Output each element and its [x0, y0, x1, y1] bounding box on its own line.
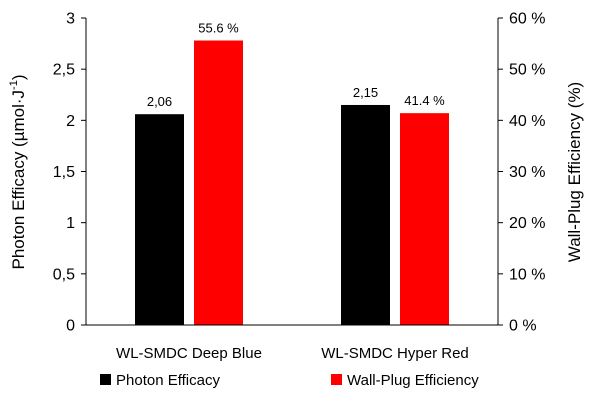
wall-plug-efficiency-bar: [400, 113, 449, 325]
right-tick-label: 0 %: [509, 318, 537, 335]
category-label: WL-SMDC Hyper Red: [321, 345, 469, 362]
left-tick-label: 0,5: [53, 266, 75, 283]
wall-plug-efficiency-bar: [194, 40, 243, 325]
right-axis-ticks: 0 % 10 % 20 % 30 % 40 % 50 % 60 %: [498, 11, 545, 335]
right-tick-label: 40 %: [509, 113, 545, 130]
legend-label: Photon Efficacy: [116, 372, 220, 389]
right-tick-label: 20 %: [509, 215, 545, 232]
left-axis-title-superscript: -1: [8, 80, 20, 90]
left-tick-label: 2,5: [53, 62, 75, 79]
data-label: 2,15: [353, 85, 378, 100]
left-tick-label: 0: [66, 318, 75, 335]
data-labels-group: 2,06 55.6 % 2,15 41.4 %: [147, 21, 445, 110]
axes-group: [85, 18, 499, 326]
legend-swatch-photon: [100, 374, 111, 385]
legend: Photon Efficacy Wall-Plug Efficiency: [100, 372, 479, 389]
right-tick-label: 30 %: [509, 164, 545, 181]
data-label: 2,06: [147, 94, 172, 109]
photon-efficacy-bar: [341, 104, 390, 325]
left-axis-title: Photon Efficacy (µmol·J-1): [8, 75, 28, 270]
data-label: 55.6 %: [198, 21, 239, 36]
legend-label: Wall-Plug Efficiency: [347, 372, 479, 389]
legend-swatch-wall-plug: [331, 374, 342, 385]
category-labels-group: WL-SMDC Deep Blue WL-SMDC Hyper Red: [116, 345, 469, 362]
left-tick-label: 2: [66, 113, 75, 130]
left-tick-label: 3: [66, 11, 75, 28]
right-axis-title: Wall-Plug Efficiency (%): [565, 82, 584, 262]
right-tick-label: 60 %: [509, 11, 545, 28]
category-label: WL-SMDC Deep Blue: [116, 345, 262, 362]
right-tick-label: 50 %: [509, 62, 545, 79]
data-label: 41.4 %: [404, 93, 445, 108]
left-tick-label: 1: [66, 215, 75, 232]
photon-efficacy-bar: [135, 114, 184, 326]
left-tick-label: 1,5: [53, 164, 75, 181]
left-axis-ticks: 0 0,5 1 1,5 2 2,5 3: [53, 11, 86, 335]
bars-group: [135, 40, 449, 326]
right-tick-label: 10 %: [509, 266, 545, 283]
